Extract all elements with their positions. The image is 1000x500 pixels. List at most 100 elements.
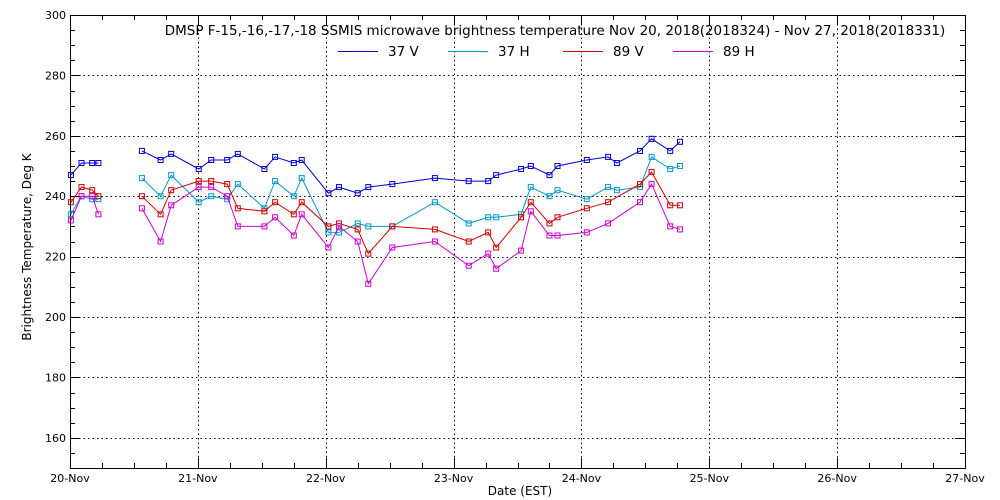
data-point (325, 229, 332, 236)
data-point (465, 262, 472, 269)
data-point (485, 229, 492, 236)
data-point (431, 175, 438, 182)
data-point (138, 175, 145, 182)
data-point (518, 214, 525, 221)
y-tick-label: 260 (45, 130, 66, 143)
data-point (431, 238, 438, 245)
data-point (168, 187, 175, 194)
data-point (667, 202, 674, 209)
data-point (389, 181, 396, 188)
series-89-v (67, 169, 683, 257)
data-point (157, 157, 164, 163)
x-tick-label: 21-Nov (178, 472, 218, 485)
data-point (648, 181, 655, 188)
y-tick-label: 300 (45, 9, 66, 22)
data-point (677, 138, 683, 145)
data-point (78, 193, 85, 200)
data-point (527, 163, 534, 169)
tick-labels: 160 180 200 220 240 260 280 300 20-Nov 21-Nov 22-N… (45, 9, 985, 485)
data-point (89, 193, 96, 200)
y-tick-label: 160 (45, 432, 66, 445)
data-point (168, 202, 175, 209)
legend-label: 37 H (498, 44, 530, 60)
legend-label: 37 V (388, 44, 419, 60)
data-point (465, 178, 472, 185)
data-point (272, 153, 279, 160)
chart-title: DMSP F-15,-16,-17,-18 SSMIS microwave br… (165, 23, 945, 39)
data-point (290, 160, 297, 166)
x-tick-label: 24-Nov (562, 472, 602, 485)
data-point (195, 166, 202, 172)
data-point (365, 250, 372, 257)
y-tick-label: 280 (45, 69, 66, 82)
y-tick-label: 240 (45, 190, 66, 203)
data-point (493, 244, 500, 251)
data-point (583, 205, 590, 212)
series-line (70, 186, 99, 203)
data-point (272, 178, 279, 185)
axis-ticks (70, 15, 966, 469)
data-point (648, 135, 655, 142)
data-point (485, 214, 492, 221)
data-point (583, 229, 590, 236)
data-point (290, 193, 297, 200)
data-point (354, 220, 361, 227)
data-point (637, 181, 643, 188)
x-axis-title: Date (EST) (488, 484, 552, 498)
data-point (234, 150, 241, 157)
data-point (365, 280, 372, 287)
data-point (677, 226, 683, 233)
data-point (518, 166, 525, 172)
data-point (195, 184, 202, 191)
data-point (667, 223, 674, 230)
data-point (298, 157, 305, 163)
plot-frame (70, 15, 966, 469)
data-point (298, 199, 305, 206)
data-point (157, 193, 164, 200)
data-point (95, 160, 102, 166)
series-line (70, 162, 99, 176)
y-tick-label: 220 (45, 251, 66, 264)
data-point (354, 238, 361, 245)
data-point (138, 147, 145, 154)
data-point (554, 163, 561, 169)
data-point (527, 184, 534, 191)
data-point (95, 211, 102, 218)
data-point (546, 232, 553, 239)
data-point (261, 208, 268, 215)
data-point (554, 232, 561, 239)
data-point (667, 166, 674, 172)
data-point (518, 247, 525, 254)
data-point (234, 223, 241, 230)
series-lines (67, 135, 683, 287)
data-point (613, 160, 620, 166)
data-point (389, 244, 396, 251)
data-point (290, 232, 297, 239)
data-point (546, 193, 553, 200)
series-line (70, 195, 99, 221)
data-point (677, 202, 683, 209)
data-point (224, 193, 231, 200)
data-point (261, 166, 268, 172)
data-point (261, 223, 268, 230)
data-point (637, 199, 643, 206)
data-point (554, 187, 561, 194)
series-line (70, 195, 99, 215)
data-point (67, 172, 74, 179)
data-point (465, 238, 472, 245)
data-point (554, 214, 561, 221)
data-point (365, 184, 372, 191)
data-point (354, 190, 361, 197)
data-point (89, 187, 96, 194)
data-point (546, 220, 553, 227)
x-tick-label: 26-Nov (817, 472, 857, 485)
data-point (431, 199, 438, 206)
series-line (141, 171, 680, 255)
data-point (613, 187, 620, 194)
data-point (234, 181, 241, 188)
data-point (208, 184, 215, 191)
data-point (336, 184, 342, 191)
data-point (493, 172, 500, 179)
data-point (431, 226, 438, 233)
data-point (493, 265, 500, 272)
